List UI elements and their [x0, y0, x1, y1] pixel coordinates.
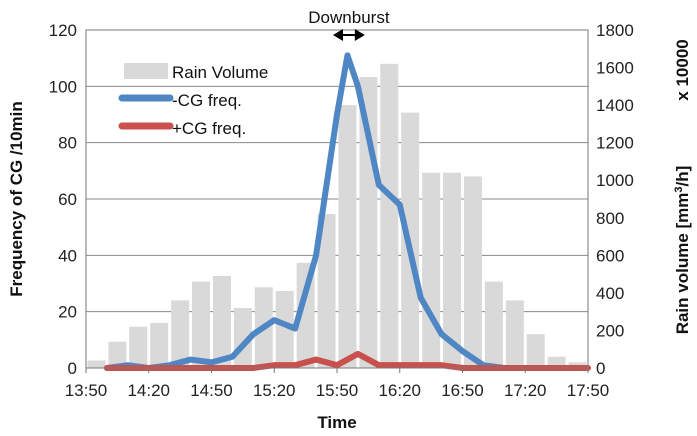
x-tick-label: 15:20: [253, 381, 296, 400]
right-tick-label: 1400: [596, 96, 634, 115]
right-tick-label: 200: [596, 321, 624, 340]
rain-volume-bars: [87, 63, 587, 369]
x-tick-label: 13:50: [65, 381, 108, 400]
right-tick-label: 1600: [596, 59, 634, 78]
y-axis-label-right: Rain volume [mm3/h]: [673, 166, 692, 335]
left-tick-label: 120: [49, 21, 77, 40]
x-axis-ticks: 13:50 14:20 14:50 15:20 15:50 16:20 16:50 17:20…: [65, 368, 610, 400]
left-tick-label: 60: [58, 190, 77, 209]
x-tick-label: 16:20: [378, 381, 421, 400]
legend-label: -CG freq.: [172, 91, 242, 110]
right-tick-label: 800: [596, 209, 624, 228]
annotation-arrow-right: [354, 29, 365, 41]
x-axis-label: Time: [317, 413, 356, 432]
y-axis-label-left: Frequency of CG /10min: [7, 101, 26, 297]
neg-cg-line: [103, 52, 508, 371]
rain-volume-bar: [150, 322, 169, 368]
left-tick-label: 40: [58, 246, 77, 265]
x-tick-label: 14:50: [190, 381, 233, 400]
rain-volume-bar: [192, 281, 211, 368]
rain-volume-bar: [129, 326, 148, 368]
annotation-label: Downburst: [308, 8, 390, 27]
y-axis-right-multiplier: x 10000: [673, 39, 692, 100]
right-tick-label: 1800: [596, 21, 634, 40]
right-tick-label: 1200: [596, 134, 634, 153]
rain-volume-bar: [317, 214, 336, 368]
legend-item: +CG freq.: [118, 119, 246, 138]
legend-item: -CG freq.: [118, 91, 242, 110]
x-tick-label: 15:50: [316, 381, 359, 400]
right-tick-label: 600: [596, 246, 624, 265]
legend-item: Rain Volume: [124, 63, 268, 82]
left-tick-label: 0: [68, 359, 77, 378]
rain-volume-bar: [422, 172, 441, 368]
rain-volume-bar: [505, 300, 524, 368]
rain-volume-bar: [87, 360, 106, 368]
left-tick-label: 100: [49, 77, 77, 96]
rain-volume-bar: [108, 341, 127, 368]
x-tick-label: 17:20: [504, 381, 547, 400]
legend-label: +CG freq.: [172, 119, 246, 138]
rain-volume-bar: [296, 262, 315, 368]
rain-volume-bar: [171, 300, 190, 368]
downburst-annotation: Downburst: [308, 8, 390, 41]
rain-volume-bar: [526, 334, 545, 368]
rain-volume-bar: [275, 291, 294, 368]
annotation-arrow-left: [333, 29, 343, 41]
right-tick-label: 1000: [596, 171, 634, 190]
left-tick-label: 80: [58, 134, 77, 153]
right-axis-ticks: 0 200 400 600 800 1000 1200 1400 1600 1800: [596, 21, 634, 378]
right-tick-label: 400: [596, 284, 624, 303]
rain-volume-bar: [212, 275, 231, 368]
left-tick-label: 20: [58, 303, 77, 322]
legend: Rain Volume -CG freq. +CG freq.: [118, 63, 268, 138]
rain-volume-bar: [380, 63, 399, 369]
rain-volume-bar: [463, 176, 482, 368]
left-axis-ticks: 0 20 40 60 80 100 120: [49, 21, 77, 378]
legend-label: Rain Volume: [172, 63, 268, 82]
rain-volume-bar: [547, 356, 566, 368]
x-tick-label: 14:20: [127, 381, 170, 400]
rain-volume-bar: [484, 281, 503, 368]
rain-volume-bar: [338, 105, 357, 368]
x-tick-label: 17:50: [567, 381, 610, 400]
rain-volume-bar: [359, 76, 378, 368]
right-tick-label: 0: [596, 359, 605, 378]
legend-swatch: [124, 63, 168, 79]
rain-volume-bar: [443, 172, 462, 368]
x-tick-label: 16:50: [441, 381, 484, 400]
